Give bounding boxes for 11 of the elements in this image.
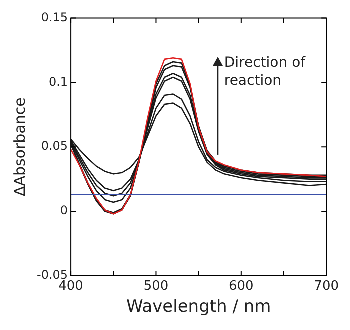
y-tick-label: 0.15 [41, 10, 68, 24]
x-tick-label: 500 [144, 279, 169, 294]
x-tick-label: 700 [314, 279, 340, 294]
x-axis-title: Wavelength / nm [126, 297, 272, 318]
y-axis-title: ΔAbsorbance [10, 98, 29, 197]
x-tick-label: 600 [229, 279, 254, 294]
y-tick-label: 0.05 [41, 139, 68, 154]
y-tick-label: 0 [60, 204, 68, 218]
y-tick-label: 0.1 [48, 74, 68, 89]
annotation: Direction of reaction [224, 54, 307, 90]
x-tick-label: 400 [58, 279, 84, 294]
